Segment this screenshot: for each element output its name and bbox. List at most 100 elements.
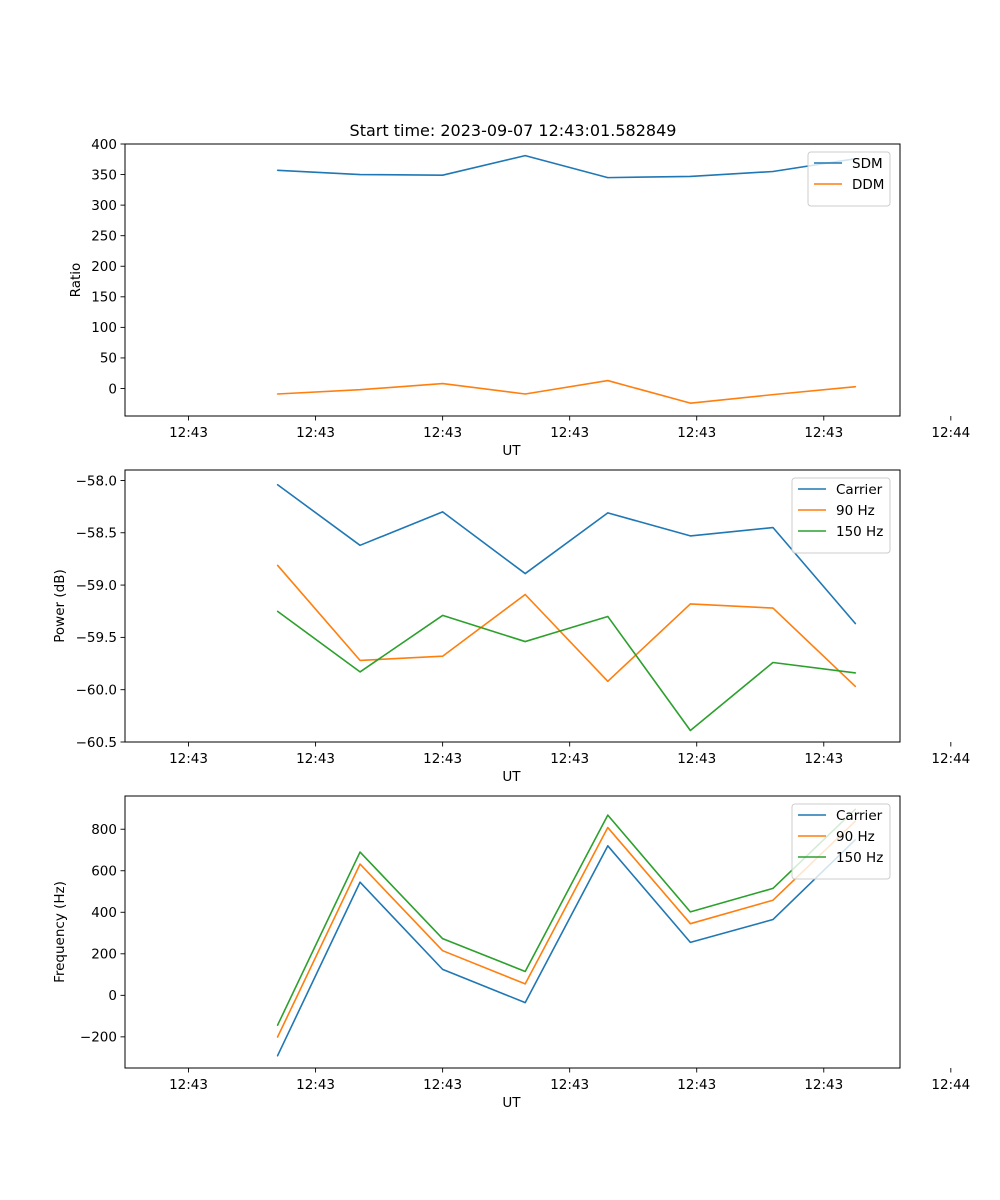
data-point-90-hz bbox=[689, 603, 691, 605]
data-point-150-hz bbox=[607, 615, 609, 618]
legend-label: 90 Hz bbox=[836, 503, 875, 519]
y-tick-label: 350 bbox=[91, 167, 117, 183]
x-tick-label: 12:43 bbox=[169, 425, 208, 441]
x-tick-label: 12:43 bbox=[677, 425, 716, 441]
figure-title: Start time: 2023-09-07 12:43:01.582849 bbox=[350, 121, 677, 140]
data-point-carrier bbox=[276, 1055, 279, 1057]
x-tick-label: 12:43 bbox=[550, 1077, 589, 1093]
x-axis-label: UT bbox=[502, 1095, 521, 1111]
y-tick-label: 300 bbox=[91, 198, 117, 214]
y-tick-label: −60.0 bbox=[76, 682, 117, 698]
x-tick-label: 12:43 bbox=[423, 425, 462, 441]
x-tick-label: 12:43 bbox=[550, 425, 589, 441]
legend-label: Carrier bbox=[836, 808, 883, 824]
data-point-90-hz bbox=[442, 655, 444, 657]
x-tick-label: 12:43 bbox=[169, 1077, 208, 1093]
data-point-ddm bbox=[607, 379, 609, 382]
data-point-ddm bbox=[442, 383, 444, 385]
x-tick-label: 12:43 bbox=[296, 751, 335, 767]
data-point-carrier bbox=[359, 544, 361, 546]
axes-frame bbox=[124, 795, 901, 1069]
data-point-150-hz bbox=[359, 851, 361, 853]
data-point-90-hz bbox=[359, 863, 361, 865]
series-line-90-hz bbox=[276, 820, 857, 1038]
data-point-150-hz bbox=[854, 672, 857, 674]
y-tick-label: 0 bbox=[108, 381, 117, 397]
y-tick-label: −58.5 bbox=[76, 526, 117, 542]
legend: SDM DDM bbox=[807, 151, 891, 207]
data-point-90-hz bbox=[689, 923, 691, 925]
y-tick-label: 200 bbox=[91, 947, 117, 963]
data-point-150-hz bbox=[524, 640, 526, 643]
data-point-carrier bbox=[607, 845, 609, 847]
y-tick-label: 0 bbox=[108, 988, 117, 1004]
x-tick-label: 12:43 bbox=[296, 1077, 335, 1093]
data-point-90-hz bbox=[276, 564, 279, 566]
data-point-sdm bbox=[359, 173, 361, 176]
data-point-sdm bbox=[442, 174, 444, 176]
data-point-90-hz bbox=[772, 899, 774, 901]
data-point-90-hz bbox=[772, 607, 774, 609]
y-axis-label: Frequency (Hz) bbox=[52, 881, 68, 983]
x-tick-label: 12:43 bbox=[423, 751, 462, 767]
data-point-90-hz bbox=[276, 1036, 279, 1038]
x-tick-label: 12:43 bbox=[804, 425, 843, 441]
y-tick-label: 100 bbox=[91, 320, 117, 336]
data-point-carrier bbox=[689, 941, 691, 943]
legend-label: 150 Hz bbox=[836, 524, 883, 540]
data-point-150-hz bbox=[772, 661, 774, 664]
data-point-carrier bbox=[524, 1001, 526, 1004]
y-tick-label: −60.5 bbox=[76, 735, 117, 751]
y-tick-label: 150 bbox=[91, 290, 117, 306]
x-tick-label: 12:43 bbox=[169, 751, 208, 767]
x-tick-label: 12:43 bbox=[677, 1077, 716, 1093]
series-line-90-hz bbox=[276, 564, 857, 688]
y-tick-label: 800 bbox=[91, 822, 117, 838]
x-tick-label: 12:43 bbox=[296, 425, 335, 441]
chart-panel-1: 12:43 12:43 12:43 12:43 12:43 12:43 12:44 0 50 10… bbox=[68, 137, 970, 459]
y-tick-label: −200 bbox=[80, 1030, 117, 1046]
x-tick-label: 12:43 bbox=[804, 1077, 843, 1093]
x-axis-label: UT bbox=[502, 443, 521, 459]
series-line-carrier bbox=[276, 484, 857, 625]
data-point-90-hz bbox=[359, 659, 361, 662]
series-line-sdm bbox=[277, 154, 856, 179]
data-point-150-hz bbox=[276, 610, 279, 612]
y-tick-label: −58.0 bbox=[76, 473, 117, 489]
data-point-sdm bbox=[276, 169, 279, 171]
data-point-90-hz bbox=[524, 983, 526, 985]
axes-frame bbox=[124, 143, 901, 417]
axes-frame bbox=[124, 469, 901, 743]
data-point-ddm bbox=[689, 402, 691, 404]
series-line-150-hz bbox=[276, 808, 857, 1026]
data-point-ddm bbox=[854, 386, 857, 388]
legend-label: SDM bbox=[852, 156, 883, 172]
data-point-carrier bbox=[524, 572, 526, 575]
data-point-sdm bbox=[772, 170, 774, 173]
y-tick-label: −59.5 bbox=[76, 630, 117, 646]
data-point-sdm bbox=[689, 175, 691, 177]
data-point-ddm bbox=[276, 393, 279, 395]
x-tick-label: 12:43 bbox=[804, 751, 843, 767]
legend-box bbox=[791, 477, 891, 554]
data-point-150-hz bbox=[524, 970, 526, 973]
y-tick-label: 600 bbox=[91, 864, 117, 880]
data-point-150-hz bbox=[772, 887, 774, 889]
data-point-carrier bbox=[359, 881, 361, 883]
legend-box bbox=[791, 803, 891, 880]
y-tick-label: 400 bbox=[91, 905, 117, 921]
y-tick-label: 400 bbox=[91, 137, 117, 153]
series-line-carrier bbox=[276, 839, 857, 1057]
legend-box bbox=[807, 151, 891, 207]
data-point-ddm bbox=[524, 393, 526, 395]
x-tick-label: 12:44 bbox=[931, 751, 970, 767]
data-point-90-hz bbox=[524, 593, 526, 596]
data-point-carrier bbox=[772, 918, 774, 921]
x-tick-label: 12:44 bbox=[931, 1077, 970, 1093]
data-point-90-hz bbox=[607, 826, 609, 829]
y-tick-label: 250 bbox=[91, 228, 117, 244]
charts-container: 12:43 12:43 12:43 12:43 12:43 12:43 12:44 0 50 10… bbox=[52, 137, 970, 1111]
legend-label: 150 Hz bbox=[836, 850, 883, 866]
x-tick-label: 12:43 bbox=[550, 751, 589, 767]
